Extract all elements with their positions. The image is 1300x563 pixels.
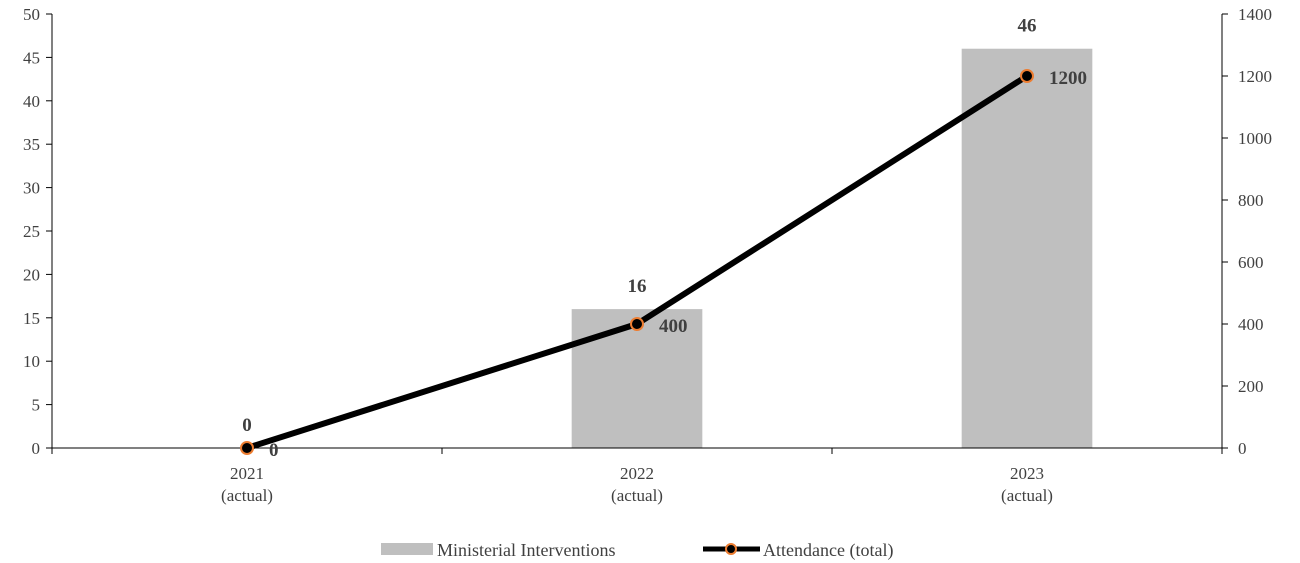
legend-line-marker <box>725 543 737 555</box>
bar <box>961 48 1093 448</box>
line-point <box>240 441 254 455</box>
left-tick-label: 5 <box>32 396 41 415</box>
x-tick-label: (actual) <box>611 486 663 505</box>
left-tick-label: 10 <box>23 352 40 371</box>
right-tick-label: 1400 <box>1238 5 1272 24</box>
legend-bar-swatch <box>381 543 433 555</box>
left-tick-label: 50 <box>23 5 40 24</box>
x-tick-label: (actual) <box>221 486 273 505</box>
bar-data-label: 16 <box>628 276 647 297</box>
line-point <box>630 317 644 331</box>
left-tick-label: 0 <box>32 439 41 458</box>
legend-line-label: Attendance (total) <box>763 540 893 561</box>
right-tick-label: 1200 <box>1238 67 1272 86</box>
left-tick-label: 35 <box>23 135 40 154</box>
right-tick-label: 200 <box>1238 377 1264 396</box>
line-point <box>1020 69 1034 83</box>
right-tick-label: 1000 <box>1238 129 1272 148</box>
bar <box>571 309 703 448</box>
x-tick-label: 2022 <box>620 464 654 483</box>
bar-series <box>571 48 1093 448</box>
left-tick-label: 25 <box>23 222 40 241</box>
left-tick-label: 30 <box>23 179 40 198</box>
data-labels: 0 16 46 0 400 1200 <box>242 16 1087 461</box>
legend-bar-label: Ministerial Interventions <box>437 540 615 560</box>
x-tick-label: 2021 <box>230 464 264 483</box>
line-series <box>240 69 1034 455</box>
axes: 0 5 10 15 20 25 30 35 40 45 50 0 200 400 600 800 1000 120… <box>23 5 1272 505</box>
left-tick-label: 40 <box>23 92 40 111</box>
legend: Ministerial Interventions Attendance (to… <box>381 540 893 561</box>
right-tick-label: 400 <box>1238 315 1264 334</box>
line-data-label: 400 <box>659 316 688 337</box>
left-tick-label: 15 <box>23 309 40 328</box>
left-tick-label: 45 <box>23 48 40 67</box>
right-tick-label: 800 <box>1238 191 1264 210</box>
x-tick-label: (actual) <box>1001 486 1053 505</box>
left-tick-label: 20 <box>23 265 40 284</box>
right-tick-label: 600 <box>1238 253 1264 272</box>
bar-data-label: 46 <box>1018 16 1037 37</box>
x-tick-label: 2023 <box>1010 464 1044 483</box>
line-data-label: 0 <box>269 440 279 461</box>
line-data-label: 1200 <box>1049 68 1087 89</box>
bar-data-label: 0 <box>242 415 252 436</box>
right-tick-label: 0 <box>1238 439 1247 458</box>
